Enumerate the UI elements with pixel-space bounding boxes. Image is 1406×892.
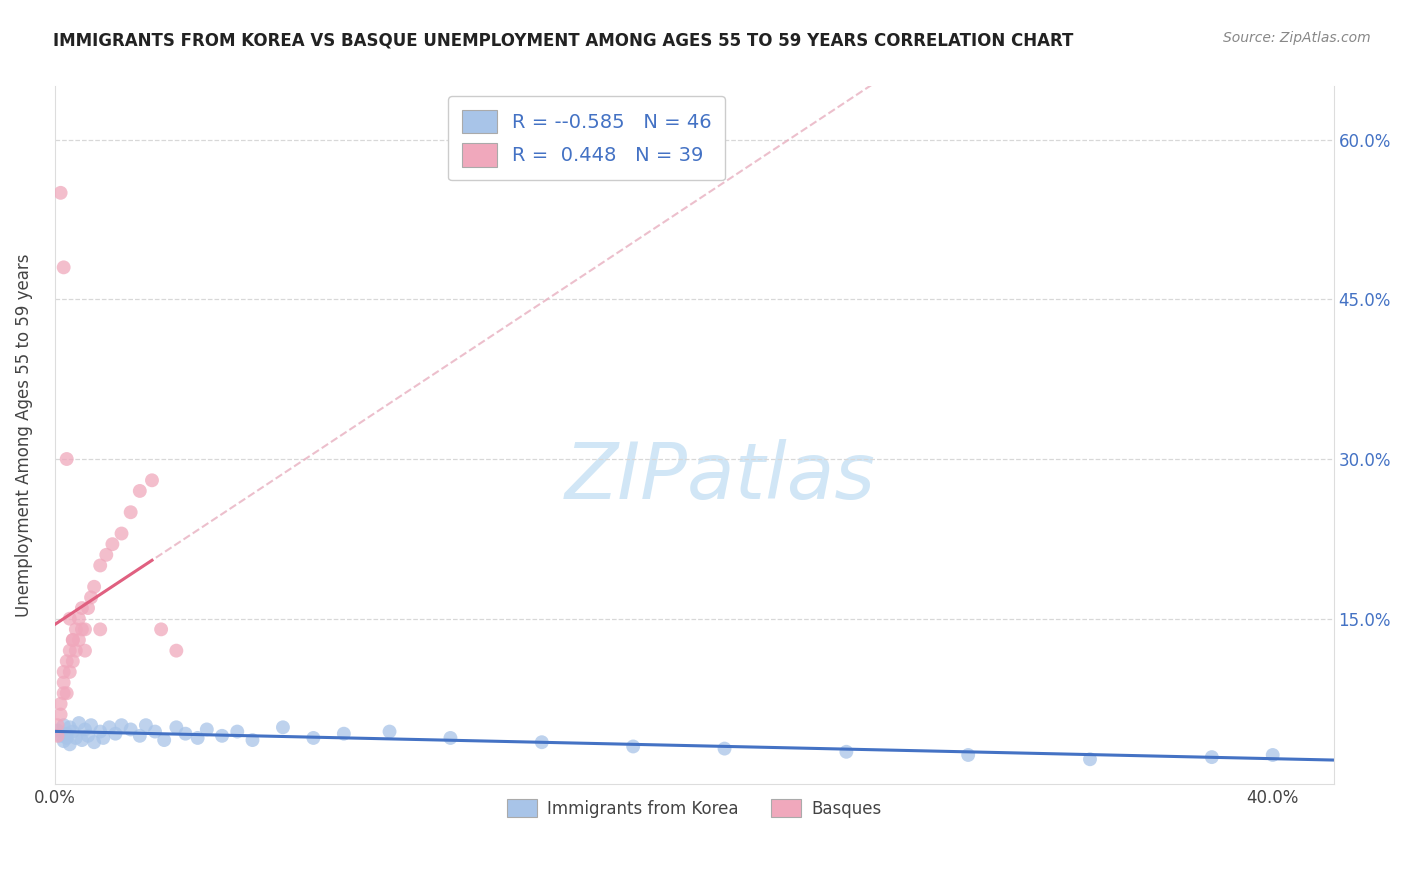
- Point: [211, 729, 233, 743]
- Point: [49, 707, 72, 722]
- Point: [957, 747, 980, 762]
- Point: [1201, 750, 1223, 764]
- Point: [83, 735, 105, 749]
- Point: [77, 729, 100, 743]
- Point: [143, 724, 166, 739]
- Point: [153, 733, 176, 747]
- Text: IMMIGRANTS FROM KOREA VS BASQUE UNEMPLOYMENT AMONG AGES 55 TO 59 YEARS CORRELATI: IMMIGRANTS FROM KOREA VS BASQUE UNEMPLOY…: [53, 31, 1074, 49]
- Point: [110, 718, 132, 732]
- Point: [67, 612, 90, 626]
- Point: [302, 731, 325, 745]
- Point: [98, 720, 121, 734]
- Point: [52, 675, 75, 690]
- Point: [378, 724, 401, 739]
- Point: [89, 623, 111, 637]
- Point: [195, 723, 218, 737]
- Point: [67, 716, 90, 731]
- Point: [530, 735, 553, 749]
- Point: [55, 731, 77, 745]
- Point: [52, 665, 75, 679]
- Point: [89, 558, 111, 573]
- Point: [439, 731, 461, 745]
- Point: [135, 718, 157, 732]
- Point: [59, 720, 82, 734]
- Point: [104, 727, 127, 741]
- Point: [621, 739, 644, 754]
- Text: Source: ZipAtlas.com: Source: ZipAtlas.com: [1223, 31, 1371, 45]
- Point: [62, 654, 84, 668]
- Point: [55, 727, 77, 741]
- Point: [271, 720, 294, 734]
- Point: [49, 186, 72, 200]
- Point: [128, 483, 150, 498]
- Point: [83, 580, 105, 594]
- Point: [67, 632, 90, 647]
- Point: [73, 623, 96, 637]
- Point: [1261, 747, 1284, 762]
- Point: [62, 724, 84, 739]
- Point: [150, 623, 173, 637]
- Point: [187, 731, 209, 745]
- Point: [65, 623, 87, 637]
- Point: [77, 601, 100, 615]
- Point: [128, 729, 150, 743]
- Point: [70, 733, 93, 747]
- Point: [59, 737, 82, 751]
- Point: [70, 601, 93, 615]
- Point: [46, 729, 69, 743]
- Point: [120, 505, 142, 519]
- Point: [49, 729, 72, 743]
- Point: [242, 733, 264, 747]
- Point: [141, 473, 163, 487]
- Point: [55, 686, 77, 700]
- Point: [46, 718, 69, 732]
- Legend: Immigrants from Korea, Basques: Immigrants from Korea, Basques: [501, 792, 889, 824]
- Point: [62, 632, 84, 647]
- Point: [55, 654, 77, 668]
- Point: [713, 741, 735, 756]
- Point: [55, 452, 77, 467]
- Point: [110, 526, 132, 541]
- Point: [96, 548, 118, 562]
- Point: [52, 718, 75, 732]
- Point: [59, 665, 82, 679]
- Point: [52, 686, 75, 700]
- Point: [80, 591, 103, 605]
- Point: [174, 727, 197, 741]
- Point: [1078, 752, 1101, 766]
- Point: [101, 537, 124, 551]
- Point: [65, 731, 87, 745]
- Point: [91, 731, 114, 745]
- Y-axis label: Unemployment Among Ages 55 to 59 years: Unemployment Among Ages 55 to 59 years: [15, 253, 32, 616]
- Point: [165, 643, 187, 657]
- Point: [70, 623, 93, 637]
- Point: [89, 724, 111, 739]
- Point: [59, 643, 82, 657]
- Point: [120, 723, 142, 737]
- Point: [46, 723, 69, 738]
- Point: [52, 260, 75, 275]
- Point: [62, 632, 84, 647]
- Point: [73, 643, 96, 657]
- Point: [59, 612, 82, 626]
- Point: [80, 718, 103, 732]
- Point: [52, 734, 75, 748]
- Point: [226, 724, 249, 739]
- Point: [835, 745, 858, 759]
- Point: [65, 643, 87, 657]
- Point: [333, 727, 356, 741]
- Point: [73, 723, 96, 737]
- Point: [49, 697, 72, 711]
- Text: ZIPatlas: ZIPatlas: [564, 439, 875, 515]
- Point: [165, 720, 187, 734]
